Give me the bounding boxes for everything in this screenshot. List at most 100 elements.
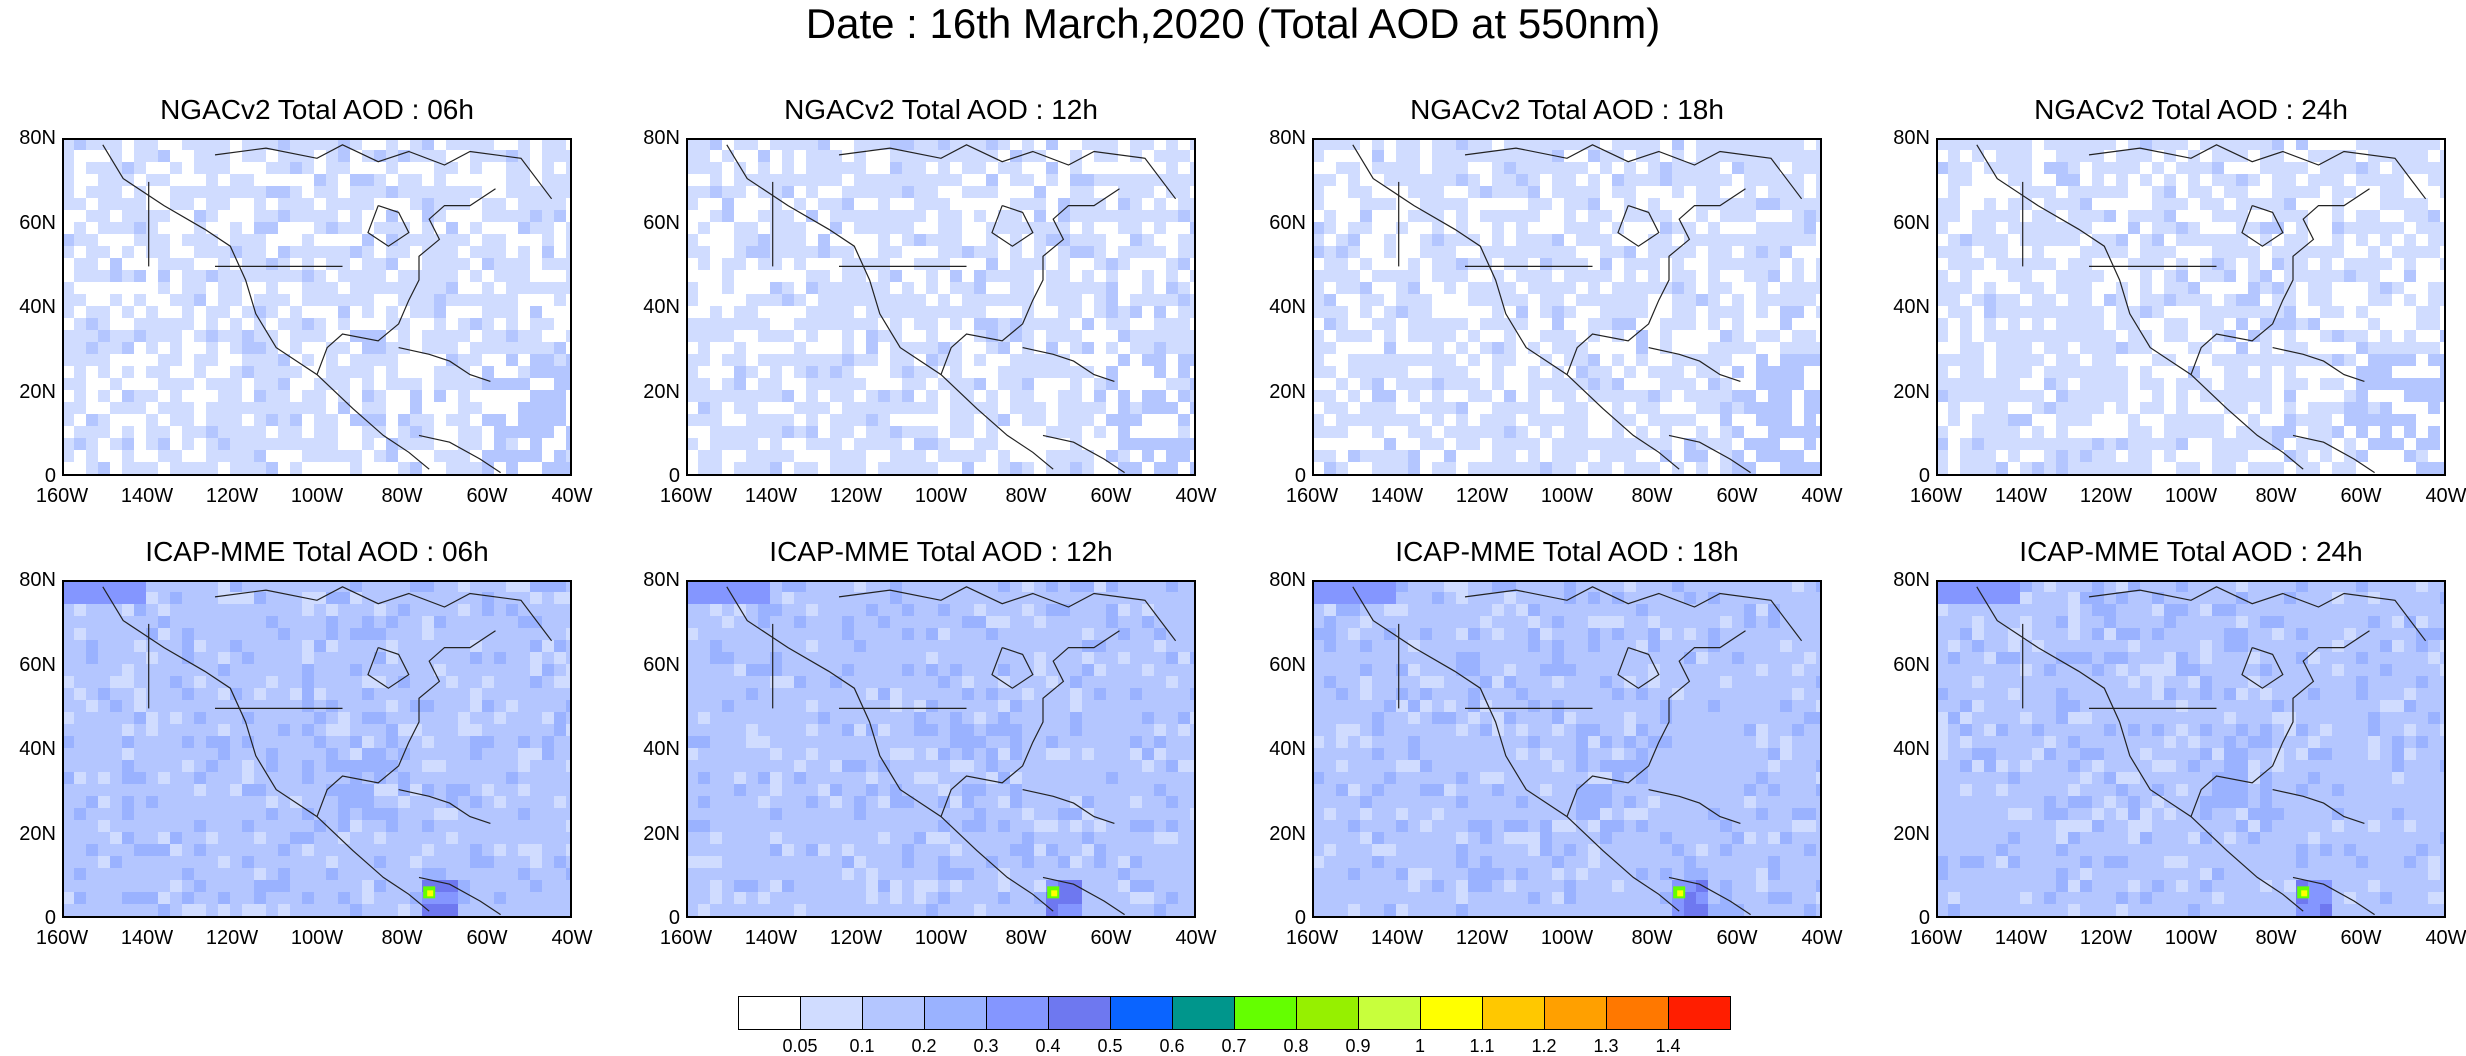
- panel-title: NGACv2 Total AOD : 24h: [2034, 94, 2348, 125]
- x-tick-label: 60W: [1716, 485, 1758, 507]
- colorbar-swatch: [1110, 996, 1173, 1030]
- y-tick-label: 20N: [1269, 380, 1306, 403]
- coastline: [2241, 647, 2284, 689]
- coastline: [367, 205, 410, 247]
- y-tick-label: 80N: [1269, 569, 1306, 591]
- colorbar-label: 1.2: [1531, 1036, 1557, 1056]
- coastline: [2241, 205, 2284, 247]
- colorbar-label: 0.2: [911, 1036, 937, 1056]
- colorbar-label: 1.1: [1469, 1036, 1495, 1056]
- coastline: [367, 647, 410, 689]
- x-tick-label: 160W: [1909, 927, 1963, 949]
- x-tick-label: 80W: [2255, 485, 2297, 507]
- x-tick-label: 160W: [659, 927, 713, 949]
- colorbar-swatch: [800, 996, 863, 1030]
- y-tick-label: 0: [668, 907, 680, 929]
- colorbar-swatch: [1420, 996, 1483, 1030]
- coastline: [1668, 876, 1751, 916]
- aod-field: [62, 138, 572, 476]
- x-tick-label: 40W: [2425, 485, 2466, 507]
- y-tick-label: 60N: [1893, 653, 1930, 676]
- y-tick-label: 60N: [1893, 211, 1930, 234]
- x-tick-label: 120W: [2079, 485, 2133, 507]
- aod-map-panel: [62, 138, 572, 476]
- x-tick-label: 80W: [381, 927, 423, 949]
- aod-field: [62, 580, 572, 918]
- coastline: [214, 144, 553, 200]
- coastline: [1464, 586, 1803, 642]
- aod-field: [1312, 138, 1822, 476]
- y-tick-label: 80N: [1893, 127, 1930, 149]
- colorbar-label: 0.9: [1345, 1036, 1371, 1056]
- coastline: [398, 347, 491, 382]
- coastline: [2088, 144, 2427, 200]
- y-tick-label: 20N: [19, 380, 56, 403]
- colorbar-swatch: [1172, 996, 1235, 1030]
- y-tick-label: 20N: [643, 380, 680, 403]
- y-tick-label: 40N: [1893, 296, 1930, 318]
- coastline: [1352, 586, 1680, 912]
- x-tick-label: 120W: [205, 927, 259, 949]
- x-tick-label: 40W: [1175, 485, 1217, 507]
- coastline: [1566, 630, 1746, 817]
- coastline: [726, 586, 1054, 912]
- panel-title: NGACv2 Total AOD : 06h: [160, 94, 474, 125]
- colorbar-label: 0.8: [1283, 1036, 1309, 1056]
- y-tick-label: 0: [44, 907, 56, 929]
- x-tick-label: 120W: [205, 485, 259, 507]
- aod-map-panel: [1312, 138, 1822, 476]
- x-tick-label: 160W: [1285, 485, 1339, 507]
- x-tick-label: 100W: [914, 927, 968, 949]
- x-tick-label: 60W: [2340, 485, 2382, 507]
- x-tick-label: 80W: [1631, 485, 1673, 507]
- colorbar-label: 0.1: [849, 1036, 875, 1056]
- x-tick-label: 40W: [551, 485, 593, 507]
- y-tick-label: 0: [668, 465, 680, 487]
- colorbar-label: 0.6: [1159, 1036, 1185, 1056]
- coastline: [1617, 205, 1660, 247]
- coastline: [316, 188, 496, 375]
- x-tick-label: 100W: [2164, 927, 2218, 949]
- coastline: [2190, 188, 2370, 375]
- panel-title: NGACv2 Total AOD : 18h: [1410, 94, 1724, 125]
- x-tick-label: 60W: [466, 927, 508, 949]
- coastline: [316, 630, 496, 817]
- y-tick-label: 40N: [643, 296, 680, 318]
- aod-map-panel: [686, 580, 1196, 918]
- coastline: [2292, 876, 2375, 916]
- y-tick-label: 20N: [1893, 822, 1930, 845]
- coastline: [2272, 789, 2365, 824]
- x-tick-label: 60W: [1716, 927, 1758, 949]
- y-tick-label: 60N: [19, 211, 56, 234]
- x-tick-label: 60W: [1090, 927, 1132, 949]
- coastline: [214, 586, 553, 642]
- y-tick-label: 60N: [1269, 211, 1306, 234]
- coastline: [991, 647, 1034, 689]
- coastline: [418, 876, 501, 916]
- coastline: [1042, 876, 1125, 916]
- colorbar-swatch: [1296, 996, 1359, 1030]
- x-tick-label: 120W: [2079, 927, 2133, 949]
- x-tick-label: 160W: [35, 485, 89, 507]
- y-tick-label: 80N: [1893, 569, 1930, 591]
- aod-map-panel: [686, 138, 1196, 476]
- x-tick-label: 140W: [1370, 485, 1424, 507]
- y-tick-label: 20N: [1893, 380, 1930, 403]
- y-tick-label: 40N: [1893, 738, 1930, 760]
- coastline: [838, 144, 1177, 200]
- x-tick-label: 40W: [551, 927, 593, 949]
- y-tick-label: 40N: [1269, 738, 1306, 760]
- coastline: [1648, 347, 1741, 382]
- x-tick-label: 120W: [829, 927, 883, 949]
- x-tick-label: 40W: [2425, 927, 2466, 949]
- y-tick-label: 20N: [19, 822, 56, 845]
- y-tick-label: 40N: [19, 738, 56, 760]
- y-tick-label: 60N: [643, 653, 680, 676]
- x-tick-label: 100W: [1540, 485, 1594, 507]
- x-tick-label: 100W: [2164, 485, 2218, 507]
- colorbar-swatch: [1234, 996, 1297, 1030]
- y-tick-label: 0: [1918, 465, 1930, 487]
- coastline: [991, 205, 1034, 247]
- x-tick-label: 160W: [1285, 927, 1339, 949]
- coastline: [1976, 144, 2304, 470]
